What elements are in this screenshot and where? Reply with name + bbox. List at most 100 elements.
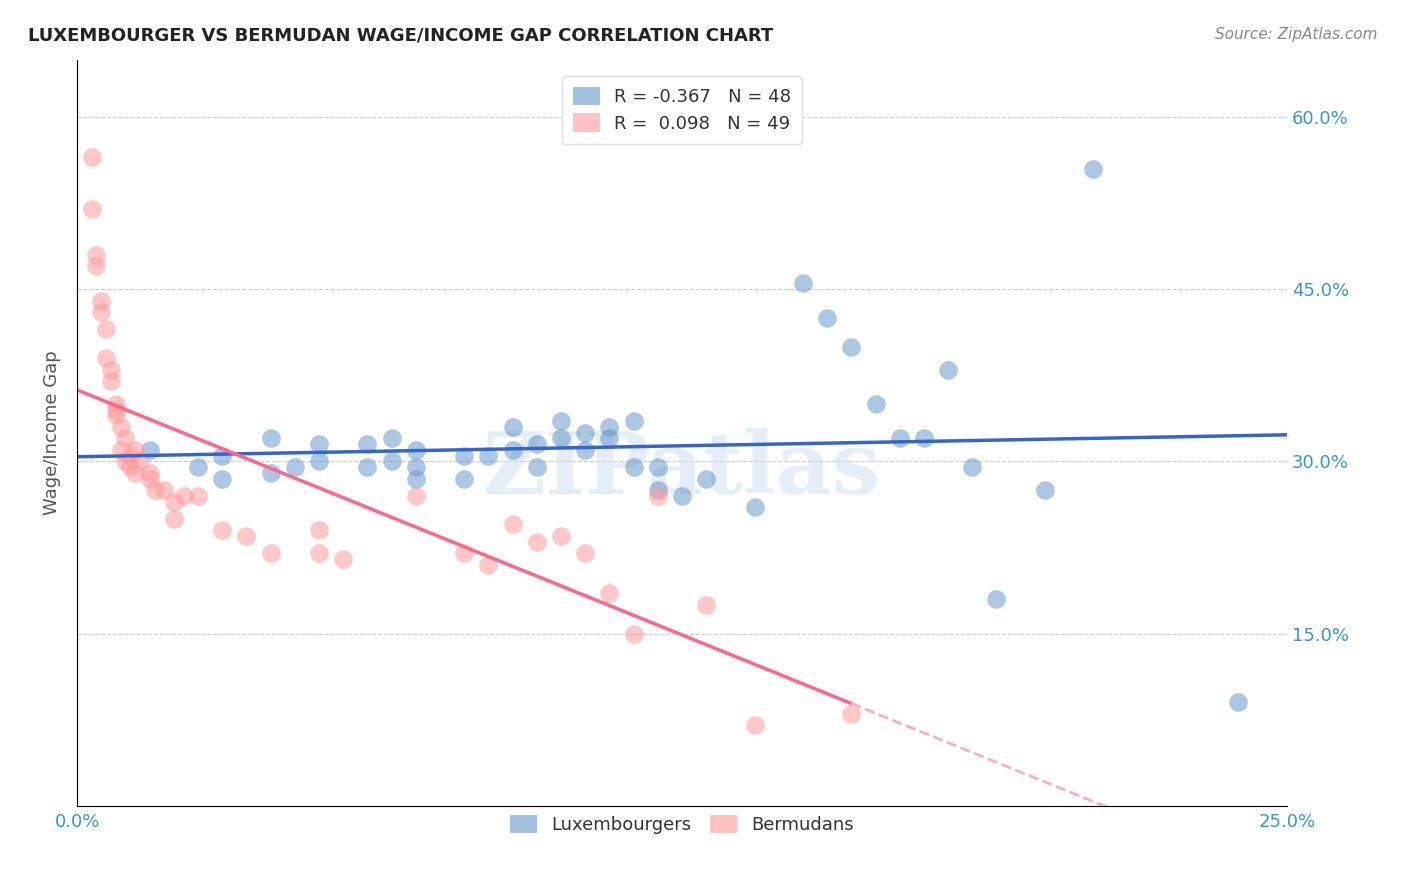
Point [163,494,186,508]
Point [100,374,122,388]
Point [477,449,499,463]
Y-axis label: Wage/Income Gap: Wage/Income Gap [44,351,60,515]
Point [405,460,427,475]
Point [647,460,669,475]
Point [574,425,596,440]
Point [332,552,354,566]
Point [187,489,209,503]
Point [94,322,117,336]
Point [453,546,475,560]
Point [80,150,103,164]
Point [94,351,117,365]
Point [124,466,146,480]
Point [120,460,142,475]
Point [211,523,233,537]
Point [308,437,330,451]
Point [815,310,838,325]
Point [839,706,862,721]
Point [671,489,693,503]
Point [598,431,620,445]
Point [356,437,378,451]
Point [889,431,911,445]
Point [308,546,330,560]
Point [405,472,427,486]
Point [526,437,548,451]
Point [356,460,378,475]
Point [405,489,427,503]
Point [110,420,132,434]
Point [381,454,404,468]
Point [502,517,524,532]
Point [477,558,499,572]
Point [114,454,136,468]
Text: Source: ZipAtlas.com: Source: ZipAtlas.com [1215,27,1378,42]
Point [259,466,281,480]
Point [90,293,112,308]
Point [912,431,935,445]
Point [138,442,160,457]
Point [138,472,160,486]
Point [598,586,620,600]
Point [104,409,127,423]
Point [744,718,766,732]
Point [104,397,127,411]
Point [936,362,959,376]
Point [173,489,195,503]
Point [574,442,596,457]
Point [124,442,146,457]
Point [598,420,620,434]
Point [110,442,132,457]
Point [865,397,887,411]
Point [308,454,330,468]
Point [284,460,307,475]
Point [744,500,766,515]
Point [86,259,108,273]
Point [163,512,186,526]
Point [550,529,572,543]
Point [453,449,475,463]
Legend: Luxembourgers, Bermudans: Luxembourgers, Bermudans [499,805,865,846]
Point [526,460,548,475]
Point [695,598,717,612]
Point [792,277,814,291]
Point [104,402,127,417]
Point [381,431,404,445]
Point [259,546,281,560]
Point [647,489,669,503]
Point [100,362,122,376]
Point [211,449,233,463]
Point [138,466,160,480]
Point [695,472,717,486]
Point [647,483,669,497]
Point [502,420,524,434]
Point [120,449,142,463]
Point [211,472,233,486]
Point [143,483,166,497]
Point [405,442,427,457]
Point [550,414,572,428]
Point [1033,483,1056,497]
Point [623,414,645,428]
Point [839,340,862,354]
Text: ZIPatlas: ZIPatlas [484,428,882,512]
Point [153,483,176,497]
Point [574,546,596,560]
Point [962,460,984,475]
Point [308,523,330,537]
Point [114,431,136,445]
Point [526,534,548,549]
Point [502,442,524,457]
Point [453,472,475,486]
Point [90,305,112,319]
Point [623,626,645,640]
Point [623,460,645,475]
Point [129,454,152,468]
Point [187,460,209,475]
Point [986,592,1008,607]
Point [86,248,108,262]
Text: LUXEMBOURGER VS BERMUDAN WAGE/INCOME GAP CORRELATION CHART: LUXEMBOURGER VS BERMUDAN WAGE/INCOME GAP… [28,27,773,45]
Point [235,529,257,543]
Point [80,202,103,216]
Point [1083,161,1105,176]
Point [550,431,572,445]
